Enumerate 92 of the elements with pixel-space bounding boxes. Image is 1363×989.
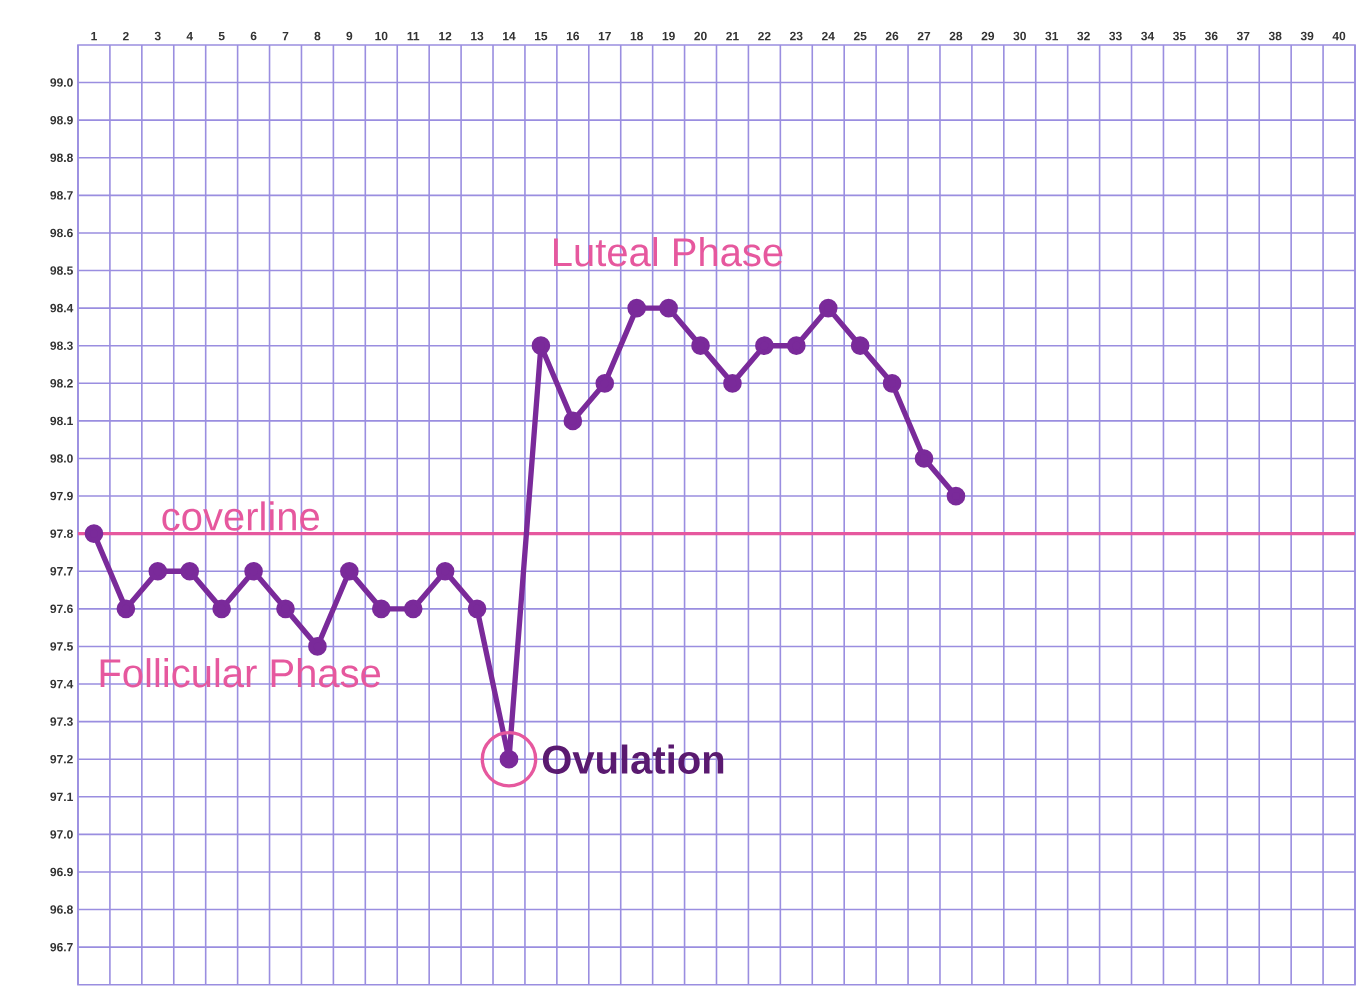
y-tick-label: 98.6 — [50, 228, 73, 238]
x-tick-label: 6 — [250, 31, 257, 41]
x-tick-label: 27 — [917, 32, 931, 41]
point — [148, 562, 168, 581]
annotation: Ovulation — [542, 744, 724, 775]
point — [340, 562, 359, 581]
point — [371, 599, 391, 619]
x-tick-label: 20 — [694, 31, 707, 41]
y-tick-label: 97.4 — [50, 679, 74, 689]
point — [212, 599, 231, 619]
y-tick-label: 98.4 — [50, 303, 74, 313]
y-tick-label: 97.3 — [50, 717, 73, 726]
y-tick-label: 97.6 — [50, 604, 73, 614]
x-tick-label: 22 — [758, 32, 771, 41]
y-tick-label: 97.5 — [50, 642, 73, 651]
y-tick-label: 98.3 — [50, 341, 73, 351]
point — [467, 599, 487, 619]
y-tick-label: 97.1 — [50, 792, 73, 802]
y-tick-label: 98.7 — [50, 191, 73, 200]
y-tick-label: 98.0 — [50, 454, 73, 463]
x-tick-label: 32 — [1077, 31, 1090, 41]
x-tick-label: 28 — [949, 31, 963, 41]
x-tick-label: 37 — [1236, 31, 1250, 41]
point — [276, 599, 295, 619]
x-tick-label: 9 — [346, 31, 353, 41]
y-tick-label: 98.1 — [50, 416, 73, 426]
point — [659, 298, 678, 318]
x-tick-label: 8 — [314, 31, 321, 41]
point — [627, 298, 647, 318]
x-tick-label: 4 — [186, 32, 193, 41]
x-tick-label: 5 — [218, 32, 225, 41]
x-tick-label: 30 — [1013, 31, 1026, 41]
x-tick-label: 33 — [1109, 31, 1122, 41]
y-tick-label: 98.9 — [50, 116, 73, 125]
point — [691, 336, 710, 356]
x-tick-label: 35 — [1173, 31, 1186, 41]
x-tick-label: 1 — [91, 32, 97, 41]
y-tick-label: 97.2 — [50, 755, 73, 764]
point — [435, 562, 455, 581]
x-tick-label: 39 — [1300, 31, 1314, 41]
point — [244, 562, 263, 581]
point — [595, 374, 615, 393]
x-tick-label: 38 — [1268, 31, 1282, 41]
x-tick-label: 24 — [821, 32, 835, 41]
x-tick-label: 12 — [439, 32, 452, 41]
y-tick-label: 96.8 — [50, 905, 73, 914]
x-tick-label: 31 — [1045, 31, 1059, 41]
y-tick-label: 97.9 — [50, 491, 73, 501]
x-tick-label: 17 — [598, 32, 611, 41]
y-tick-label: 97.7 — [50, 567, 73, 576]
x-tick-label: 23 — [790, 31, 803, 41]
point — [563, 411, 583, 431]
point — [723, 374, 742, 393]
y-tick-label: 99.0 — [50, 78, 73, 87]
x-tick-label: 2 — [122, 32, 129, 41]
y-tick-label: 98.5 — [50, 266, 73, 275]
x-tick-label: 3 — [154, 31, 161, 41]
point — [531, 336, 551, 356]
point — [84, 524, 104, 544]
point — [882, 374, 902, 393]
y-tick-label: 96.9 — [50, 867, 73, 877]
x-tick-label: 19 — [662, 31, 675, 41]
point — [308, 637, 327, 656]
x-tick-label: 7 — [282, 32, 289, 41]
x-tick-label: 14 — [503, 32, 516, 41]
x-tick-label: 13 — [471, 31, 484, 41]
point — [818, 298, 838, 318]
point — [850, 336, 870, 356]
point — [946, 486, 966, 506]
x-tick-label: 40 — [1332, 31, 1346, 41]
x-tick-label: 26 — [885, 31, 899, 41]
x-tick-label: 36 — [1204, 31, 1218, 41]
y-tick-label: 96.7 — [50, 943, 73, 952]
x-tick-label: 21 — [726, 32, 739, 41]
point — [403, 599, 423, 619]
x-tick-label: 18 — [630, 31, 643, 41]
x-tick-label: 10 — [375, 31, 388, 41]
x-tick-label: 16 — [566, 31, 580, 41]
y-tick-label: 97.0 — [50, 830, 73, 839]
y-tick-label: 97.8 — [50, 529, 73, 539]
point — [180, 562, 200, 581]
x-tick-label: 34 — [1141, 31, 1155, 41]
y-tick-label: 98.2 — [50, 379, 73, 388]
y-tick-label: 98.8 — [50, 153, 73, 163]
point — [755, 336, 774, 356]
x-tick-label: 25 — [853, 31, 867, 41]
point — [786, 336, 806, 356]
point — [914, 449, 934, 468]
point — [116, 599, 136, 619]
x-tick-label: 15 — [534, 32, 548, 41]
x-tick-label: 11 — [407, 32, 420, 41]
x-tick-label: 29 — [981, 31, 995, 41]
